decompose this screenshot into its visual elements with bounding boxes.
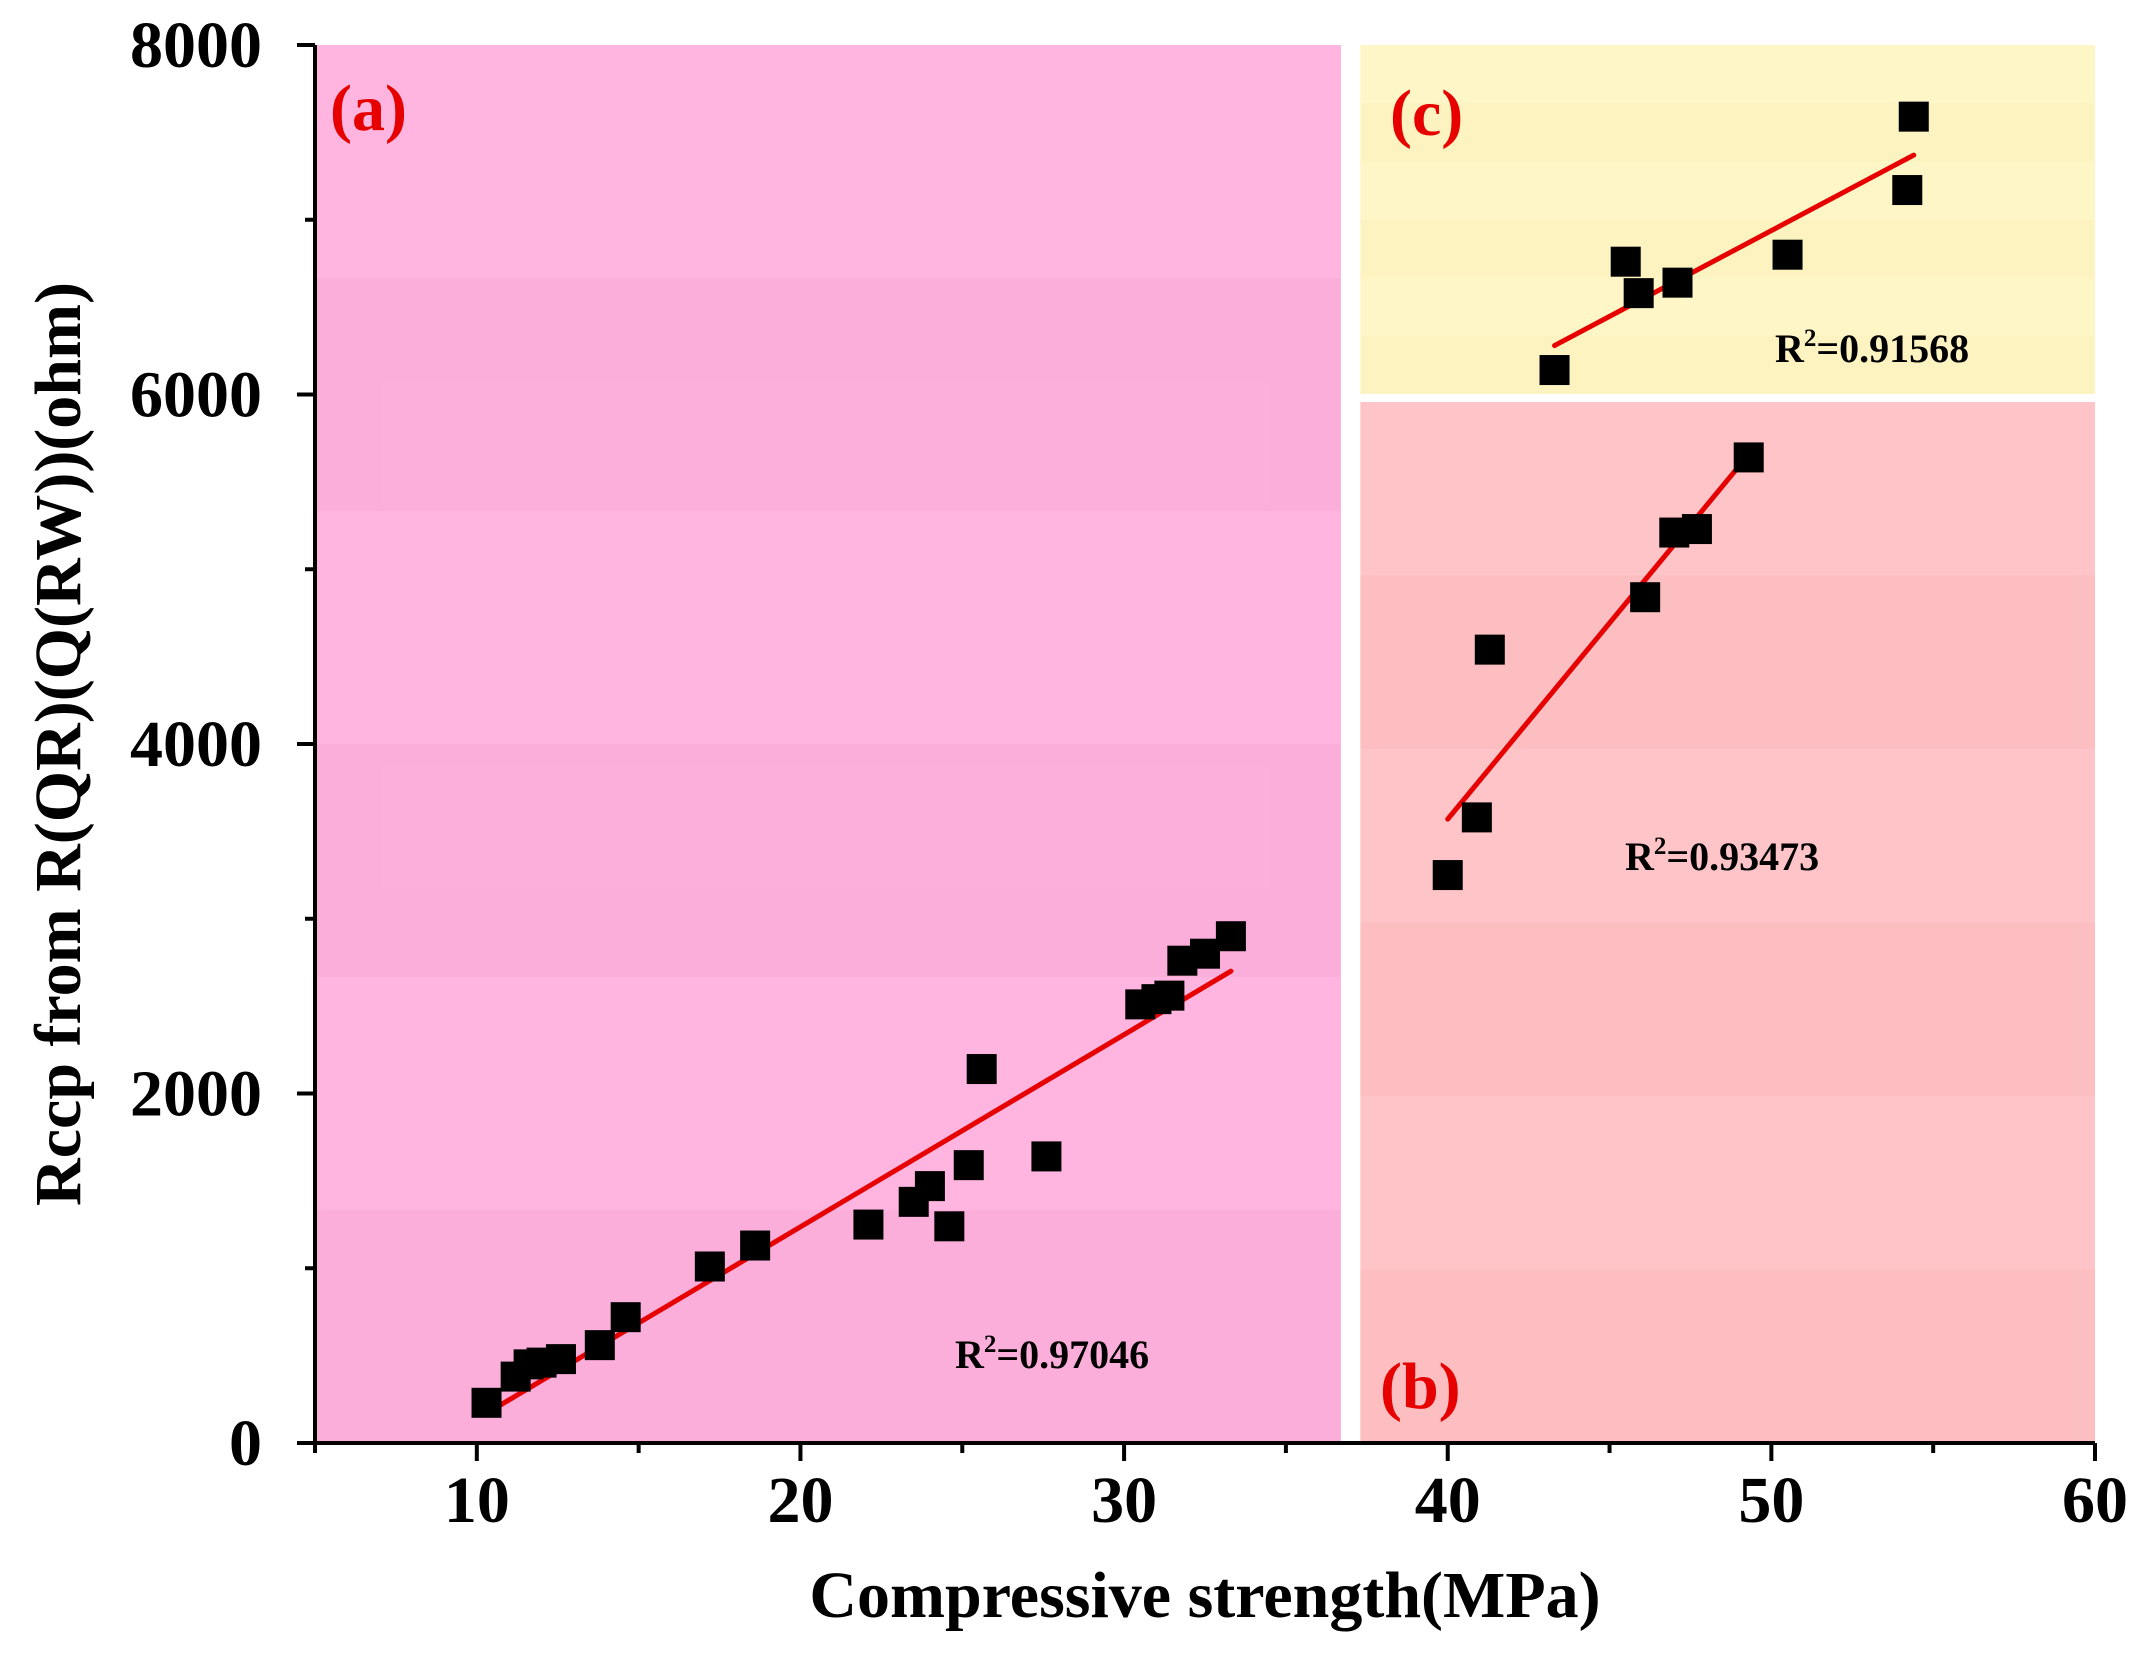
y-tick-label: 8000: [130, 9, 262, 82]
fit-line-c: [1552, 152, 1917, 349]
panel-tag-c: (c): [1390, 77, 1463, 150]
data-point-a-20: [1190, 938, 1220, 969]
data-point-a-7: [694, 1251, 725, 1282]
region-a-background-band: [315, 511, 1341, 744]
region-a-background-band: [315, 45, 1341, 278]
data-point-a-11: [914, 1171, 945, 1202]
region-b-background-band: [1360, 1095, 2095, 1270]
data-point-c-3: [1662, 267, 1693, 298]
data-point-a-12: [934, 1211, 965, 1242]
data-point-b-0: [1432, 860, 1463, 891]
data-point-c-4: [1772, 239, 1803, 270]
data-point-b-2: [1474, 634, 1505, 665]
region-c-background-band: [1360, 336, 2095, 394]
region-a-background-band: [315, 1210, 1341, 1443]
data-point-a-6: [610, 1302, 641, 1333]
data-point-b-6: [1733, 442, 1764, 473]
y-tick-label: 2000: [130, 1058, 262, 1131]
data-point-b-3: [1630, 582, 1661, 613]
data-point-a-14: [966, 1054, 997, 1085]
r-squared-label-a: R2=0.97046: [955, 1331, 1149, 1377]
data-point-a-8: [740, 1230, 771, 1261]
x-tick-label: 50: [1738, 1464, 1804, 1537]
y-tick-label: 4000: [130, 708, 262, 781]
panel-tag-b: (b): [1380, 1350, 1461, 1423]
x-tick-label: 30: [1091, 1464, 1157, 1537]
y-axis-title: Rccp from R(QR)(Q(RW))(ohm): [22, 282, 95, 1206]
data-point-c-6: [1898, 101, 1929, 132]
y-tick-label: 6000: [130, 359, 262, 432]
region-c-background-band: [1360, 103, 2095, 161]
data-point-a-13: [953, 1150, 984, 1181]
r-squared-label-c: R2=0.91568: [1775, 325, 1969, 371]
region-a-background-band: [315, 977, 1341, 1210]
data-point-c-5: [1892, 175, 1923, 206]
region-c-background-band: [1360, 277, 2095, 336]
data-point-a-4: [545, 1344, 576, 1375]
data-point-b-5: [1681, 514, 1712, 545]
x-axis-title: Compressive strength(MPa): [809, 1559, 1600, 1632]
data-point-b-1: [1461, 802, 1492, 833]
y-tick-label: 0: [229, 1407, 262, 1480]
data-point-a-21: [1215, 921, 1246, 952]
region-b-background-band: [1360, 1269, 2095, 1443]
data-point-a-15: [1031, 1141, 1062, 1172]
region-b-background-band: [1360, 401, 2095, 576]
x-tick-label: 20: [767, 1464, 833, 1537]
fit-line-b: [1445, 447, 1755, 822]
region-a-background-band: [315, 278, 1341, 511]
data-point-a-5: [584, 1330, 615, 1361]
data-point-a-0: [471, 1387, 502, 1418]
data-point-a-18: [1154, 980, 1185, 1011]
region-c-background-band: [1360, 45, 2095, 104]
data-point-c-1: [1610, 246, 1641, 277]
region-c-background-band: [1360, 161, 2095, 220]
region-b-background: [1360, 401, 2095, 1443]
panel-tag-a: (a): [330, 72, 407, 145]
x-tick-label: 10: [444, 1464, 510, 1537]
x-tick-label: 40: [1415, 1464, 1481, 1537]
r-squared-label-b: R2=0.93473: [1625, 833, 1819, 879]
data-point-a-9: [853, 1209, 884, 1240]
x-tick-label: 60: [2062, 1464, 2128, 1537]
region-a-background-band: [315, 744, 1341, 977]
data-point-c-2: [1623, 278, 1654, 309]
region-b-background-band: [1360, 922, 2095, 1096]
data-point-c-0: [1539, 355, 1570, 386]
region-c-background-band: [1360, 219, 2095, 277]
region-b-background-band: [1360, 575, 2095, 749]
region-c-background: [1360, 45, 2095, 394]
